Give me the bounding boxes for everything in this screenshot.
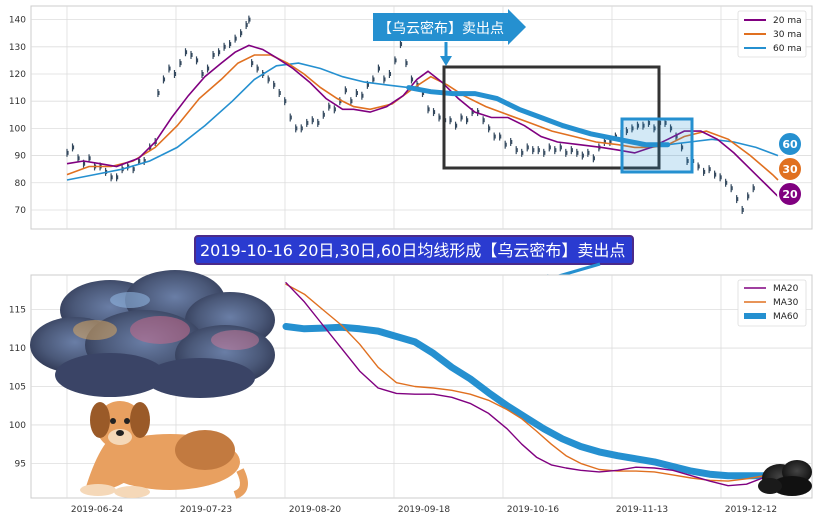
black-cloud-icon xyxy=(758,460,812,496)
storm-cloud-illustration xyxy=(30,270,275,398)
badge-60-text: 60 xyxy=(782,138,798,151)
top-ytick-label: 130 xyxy=(9,43,26,53)
badge-20-text: 20 xyxy=(782,188,798,201)
bottom-series-MA20 xyxy=(285,282,777,487)
banner-text: 2019-10-16 20日,30日,60日均线形成【乌云密布】卖出点 xyxy=(200,241,625,260)
bottom-ytick-label: 110 xyxy=(9,344,26,354)
bottom-xtick-label: 2019-06-24 xyxy=(71,505,124,515)
bottom-ytick-label: 100 xyxy=(9,421,26,431)
bottom-x-axis: 2019-06-24 2019-07-23 2019-08-20 2019-09-18… xyxy=(71,505,777,515)
top-gridlines xyxy=(31,6,812,229)
bottom-legend-ma20: MA20 xyxy=(773,284,799,294)
top-ytick-label: 110 xyxy=(9,97,26,107)
top-chart-panel: 70 80 90 100 110 120 130 140 【乌云密布】卖出点 20 ma 30… xyxy=(9,5,813,230)
ma-badges: 60 30 20 xyxy=(777,131,803,207)
top-series-group xyxy=(66,15,779,214)
top-legend-20ma: 20 ma xyxy=(773,16,802,26)
bottom-ytick-label: 105 xyxy=(9,383,26,393)
top-legend: 20 ma 30 ma 60 ma xyxy=(737,10,807,58)
top-ytick-label: 120 xyxy=(9,70,26,80)
top-ytick-label: 90 xyxy=(15,152,27,162)
bottom-xtick-label: 2019-12-12 xyxy=(725,505,777,515)
bottom-series-MA60 xyxy=(282,323,780,480)
bottom-legend-ma30: MA30 xyxy=(773,298,799,308)
top-callout: 【乌云密布】卖出点 xyxy=(373,9,526,66)
top-ytick-label: 70 xyxy=(15,206,27,216)
bottom-series-MA30 xyxy=(285,283,777,482)
top-callout-text: 【乌云密布】卖出点 xyxy=(378,20,504,37)
bottom-series-group xyxy=(282,282,780,487)
top-ytick-label: 80 xyxy=(15,179,27,189)
bottom-ytick-label: 115 xyxy=(9,306,26,316)
bottom-xtick-label: 2019-08-20 xyxy=(289,505,342,515)
top-y-axis: 70 80 90 100 110 120 130 140 xyxy=(9,16,26,216)
badge-30-text: 30 xyxy=(782,163,798,176)
dog-illustration xyxy=(80,401,248,499)
badge-20 xyxy=(777,181,803,207)
bottom-xtick-label: 2019-09-18 xyxy=(398,505,451,515)
bottom-xtick-label: 2019-11-13 xyxy=(616,505,668,515)
bottom-legend: MA20 MA30 MA60 xyxy=(737,279,807,327)
top-ytick-label: 140 xyxy=(9,16,26,26)
top-series-20-ma xyxy=(66,44,779,197)
top-legend-60ma: 60 ma xyxy=(773,44,802,54)
top-legend-30ma: 30 ma xyxy=(773,30,802,40)
bottom-xtick-label: 2019-07-23 xyxy=(180,505,232,515)
bottom-xtick-label: 2019-10-16 xyxy=(507,505,560,515)
blue-highlight-box xyxy=(620,117,694,174)
bottom-y-axis: 95 100 105 110 115 xyxy=(9,306,26,470)
bottom-legend-ma60: MA60 xyxy=(773,312,799,322)
top-ytick-label: 100 xyxy=(9,124,26,134)
bottom-ytick-label: 95 xyxy=(15,459,26,469)
